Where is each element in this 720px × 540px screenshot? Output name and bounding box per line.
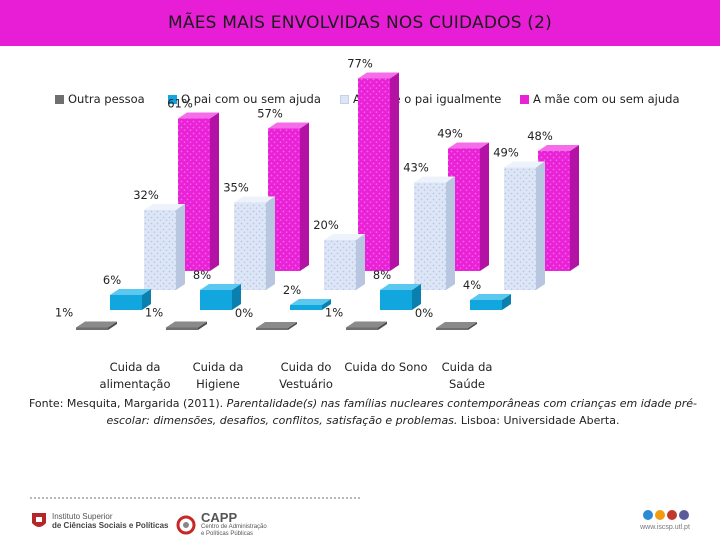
- data-label: 1%: [325, 306, 343, 320]
- data-label: 4%: [463, 278, 481, 292]
- data-label: 0%: [415, 306, 433, 320]
- category-label-line: Higiene: [196, 377, 240, 391]
- chart: 61% 57% 77% 49% 48% 32% 35% 20% 43% 49% 6% 8% 2% 8% 4%…: [55, 57, 579, 330]
- capp-line-2: e Políticas Públicas: [201, 531, 254, 537]
- bar: [166, 321, 207, 330]
- bar: [470, 294, 511, 310]
- bar: [414, 176, 455, 290]
- page-title: MÃES MAIS ENVOLVIDAS NOS CUIDADOS (2): [168, 13, 552, 33]
- legend-swatch: [55, 94, 64, 104]
- source-suffix: Lisboa: Universidade Aberta.: [457, 414, 620, 427]
- legend-swatch: [340, 94, 349, 104]
- category-label-line: Vestuário: [279, 377, 333, 391]
- data-label: 0%: [235, 306, 253, 320]
- legend-item-4: A mãe com ou sem ajuda: [520, 92, 680, 106]
- category-label-line: Cuida da: [441, 360, 493, 374]
- bar: [380, 284, 421, 310]
- iscsp-line-2: de Ciências Sociais e Políticas: [52, 521, 169, 530]
- iscsp-line-1: Instituto Superior: [52, 512, 113, 521]
- category-label-line: Cuida da: [109, 360, 161, 374]
- category-label: Cuida da alimentação: [80, 359, 190, 393]
- capp-logo: CAPP Centro de Administração e Políticas P…: [175, 511, 267, 538]
- bar: [436, 322, 477, 330]
- capp-name: CAPP: [201, 510, 238, 525]
- category-label-line: Cuida do: [280, 360, 332, 374]
- bar: [144, 204, 185, 290]
- legend-swatch: [520, 94, 529, 104]
- data-label: 1%: [55, 306, 73, 320]
- legend: Outra pessoa O pai com ou sem ajuda A mãe …: [0, 88, 720, 114]
- series-1: 1% 1% 0% 1% 0%: [55, 306, 477, 330]
- category-label: Cuida do Vestuário: [251, 359, 361, 393]
- legend-label: O pai com ou sem ajuda: [181, 92, 321, 106]
- bar: [290, 299, 331, 310]
- legend-label: Outra pessoa: [68, 92, 145, 106]
- data-label: 8%: [373, 268, 391, 282]
- bar: [346, 321, 387, 330]
- footer: Instituto Superior de Ciências Sociais e …: [0, 505, 720, 540]
- category-label-line: Cuida da: [192, 360, 244, 374]
- legend-swatch: [168, 94, 177, 104]
- category-label: Cuida da Higiene: [163, 359, 273, 393]
- data-label: 43%: [403, 161, 429, 175]
- data-label: 1%: [145, 306, 163, 320]
- series-2: 6% 8% 2% 8% 4%: [103, 268, 511, 310]
- data-label: 2%: [283, 283, 301, 297]
- legend-item-2: O pai com ou sem ajuda: [168, 92, 321, 106]
- site-logo: www.iscsp.utl.pt: [640, 508, 690, 531]
- data-label: 57%: [257, 107, 283, 121]
- colored-dots-icon: [643, 510, 689, 520]
- data-label: 6%: [103, 273, 121, 287]
- bar: [256, 322, 297, 330]
- legend-label: A mãe com ou sem ajuda: [533, 92, 680, 106]
- bar: [504, 161, 545, 290]
- data-label: 77%: [347, 57, 373, 71]
- data-label: 61%: [167, 97, 193, 111]
- data-label: 49%: [493, 146, 519, 160]
- iscsp-logo: Instituto Superior de Ciências Sociais e …: [30, 511, 169, 531]
- bar: [200, 284, 241, 310]
- series-3: 32% 35% 20% 43% 49%: [133, 146, 545, 290]
- category-label-line: alimentação: [99, 377, 171, 391]
- title-bar: MÃES MAIS ENVOLVIDAS NOS CUIDADOS (2): [0, 0, 720, 46]
- source-citation: Fonte: Mesquita, Margarida (2011). Paren…: [28, 395, 698, 429]
- bar: [234, 196, 275, 290]
- source-title: Parentalidade(s) nas famílias nucleares …: [106, 397, 697, 427]
- category-label: Cuida do Sono: [331, 359, 441, 376]
- data-label: 32%: [133, 188, 159, 202]
- data-label: 35%: [223, 181, 249, 195]
- category-label-line: Saúde: [448, 377, 485, 391]
- legend-item-1: Outra pessoa: [55, 92, 145, 106]
- data-label: 48%: [527, 129, 553, 143]
- data-label: 8%: [193, 268, 211, 282]
- data-label: 49%: [437, 127, 463, 141]
- capp-line-1: Centro de Administração: [201, 524, 267, 530]
- capp-ring-icon: [176, 515, 196, 534]
- source-prefix: Fonte: Mesquita, Margarida (2011).: [28, 397, 227, 410]
- bar: [110, 289, 151, 310]
- data-label: 20%: [313, 218, 339, 232]
- category-label: Cuida da Saúde: [412, 359, 522, 393]
- category-label-line: Cuida do Sono: [344, 360, 428, 374]
- dotted-divider: [30, 497, 360, 499]
- bar: [324, 234, 365, 290]
- site-url: www.iscsp.utl.pt: [640, 524, 690, 531]
- iscsp-emblem-icon: [32, 513, 46, 527]
- bar: [76, 321, 117, 330]
